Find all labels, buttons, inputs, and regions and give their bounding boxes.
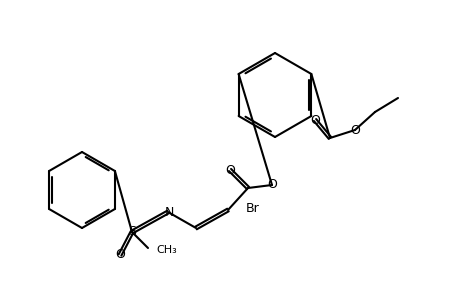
Text: CH₃: CH₃ xyxy=(156,245,176,255)
Text: O: O xyxy=(349,124,359,136)
Text: O: O xyxy=(224,164,235,176)
Text: O: O xyxy=(115,248,125,262)
Text: O: O xyxy=(267,178,276,191)
Text: S: S xyxy=(128,226,136,238)
Text: Br: Br xyxy=(246,202,259,214)
Text: N: N xyxy=(164,206,174,218)
Text: O: O xyxy=(309,113,319,127)
